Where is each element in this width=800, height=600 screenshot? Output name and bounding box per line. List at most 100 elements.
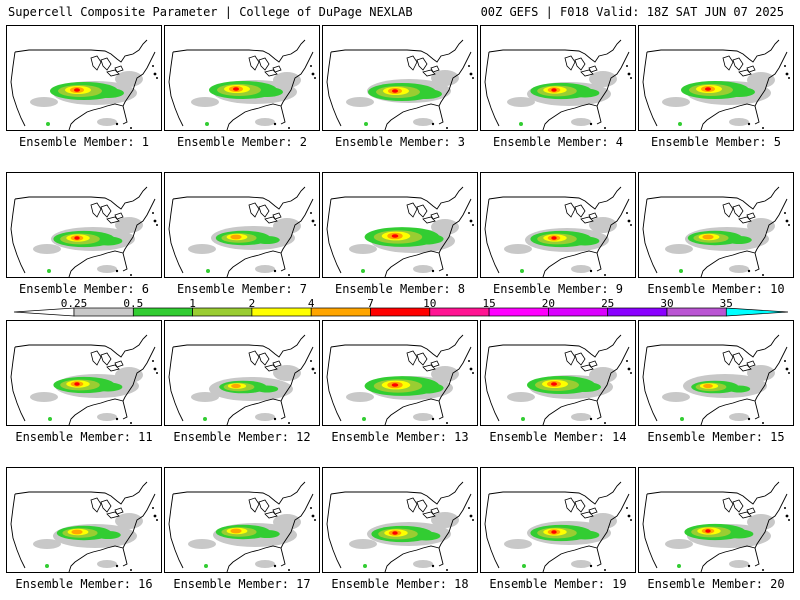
coastline [438,198,472,272]
scp-area [203,417,207,421]
scp-area [231,383,241,389]
island [153,514,157,518]
legend-tick-label: 20 [541,297,556,310]
coastline [700,250,756,277]
border-line [646,39,780,63]
ensemble-member-map [638,25,794,131]
member-label: Ensemble Member: 3 [334,135,466,149]
island [626,212,628,214]
lake-outline [114,360,124,368]
border-line [646,334,780,358]
scp-area [93,382,123,392]
member-label: Ensemble Member: 9 [492,282,624,296]
lake-outline [90,497,102,513]
island [431,269,435,273]
scp-low-area [729,118,749,126]
island [604,274,606,276]
lake-outline [272,507,282,515]
coastline [226,250,282,277]
island [311,72,315,76]
lake-outline [564,497,576,513]
scp-low-area [273,218,301,234]
island [311,367,315,371]
island [288,274,290,276]
coastline [754,493,788,567]
scp-area [206,269,210,273]
ensemble-member-map [6,467,162,573]
island [627,514,631,518]
legend-tick-label: 15 [482,297,496,310]
island [446,422,448,424]
island [747,417,751,421]
lake-outline [406,55,418,71]
coastline [700,398,756,425]
coastline [10,198,26,274]
page-title: Supercell Composite Parameter | College … [8,5,413,19]
lake-outline [90,202,102,218]
lake-outline [90,55,102,71]
scp-low-area [507,392,535,402]
map-canvas [484,481,632,572]
lake-outline [732,352,744,366]
lake-outline [258,499,270,513]
scp-low-area [747,72,775,88]
legend-tick-label: 2 [248,297,256,310]
island [788,372,790,374]
scp-low-area [413,413,433,421]
map-canvas [484,186,632,277]
lake-outline [574,499,586,513]
member-label: Ensemble Member: 8 [334,282,466,296]
scp-area [362,417,366,421]
coastline [438,51,472,125]
island [153,219,157,223]
island [589,122,593,126]
scp-low-area [115,217,143,233]
legend-tick-label: 1 [189,297,196,310]
lake-outline [422,364,436,372]
island [626,360,628,362]
scp-area [204,564,208,568]
island [130,127,132,129]
island [788,77,790,79]
legend-overflow [725,307,789,317]
island [747,564,751,568]
member-label: Ensemble Member: 20 [647,577,785,591]
island [472,77,474,79]
scp-max [391,234,399,238]
scp-low-area [665,244,693,254]
scp-low-area [589,217,617,233]
lake-outline [422,511,436,519]
map-canvas [326,39,474,130]
scp-low-area [97,560,117,568]
lake-outline [430,65,440,73]
island [446,127,448,129]
island [604,127,606,129]
scp-low-area [571,560,591,568]
coastline [122,493,156,567]
lake-outline [272,212,282,220]
scp-area [520,269,524,273]
lake-outline [430,507,440,515]
island [747,122,751,126]
island [784,65,786,67]
member-label: Ensemble Member: 1 [18,135,150,149]
coastline [226,103,282,130]
scp-area [205,122,209,126]
legend-tick-label: 7 [367,297,374,310]
scp-max [74,236,80,240]
member-label: Ensemble Member: 14 [489,430,627,444]
scp-low-area [589,513,617,529]
island [762,422,764,424]
lake-outline [258,204,270,218]
ensemble-member-map [6,172,162,278]
scp-low-area [255,118,275,126]
island [153,72,157,76]
ensemble-member-map [164,467,320,573]
ensemble-member-map [638,320,794,426]
lake-outline [100,499,112,513]
lake-outline [580,364,594,372]
island [472,519,474,521]
border-line [646,481,780,505]
member-label: Ensemble Member: 15 [647,430,785,444]
scp-low-area [747,514,775,530]
